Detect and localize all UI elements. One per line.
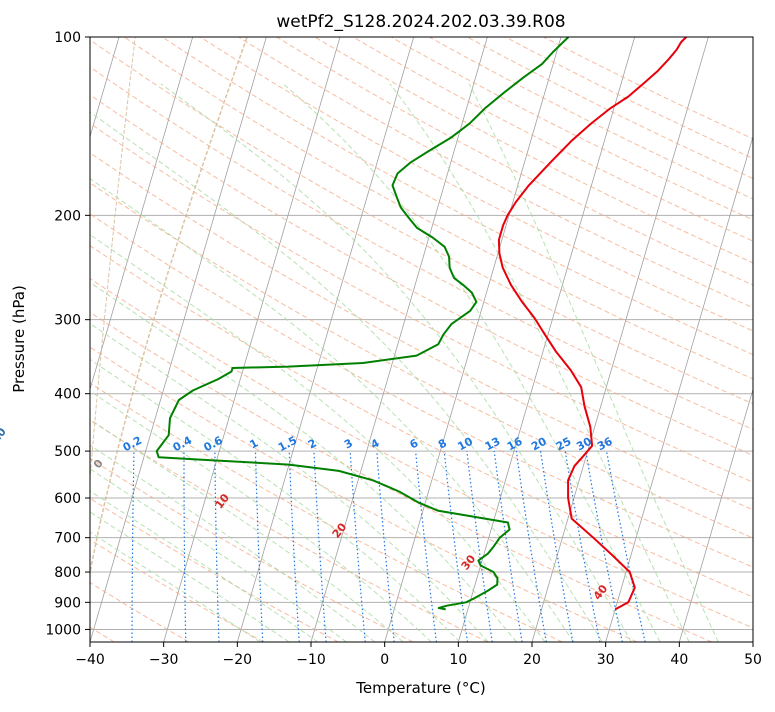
x-tick-label: 20 [523, 652, 541, 668]
y-axis-title: Pressure (hPa) [10, 285, 28, 393]
y-tick-label: 1000 [45, 622, 81, 638]
x-tick-label: 30 [597, 652, 615, 668]
y-tick-label: 400 [54, 387, 81, 403]
y-tick-label: 100 [54, 30, 81, 46]
y-tick-label: 200 [54, 208, 81, 224]
x-tick-label: −20 [223, 652, 253, 668]
x-tick-label: −40 [75, 652, 105, 668]
y-tick-label: 600 [54, 491, 81, 507]
y-tick-label: 300 [54, 313, 81, 329]
x-axis-title: Temperature (°C) [355, 679, 485, 697]
y-tick-label: 500 [54, 444, 81, 460]
y-tick-label: 700 [54, 531, 81, 547]
x-tick-label: 40 [670, 652, 688, 668]
chart-title: wetPf2_S128.2024.202.03.39.R08 [276, 12, 565, 32]
y-tick-label: 800 [54, 565, 81, 581]
y-tick-label: 900 [54, 595, 81, 611]
x-tick-label: −10 [296, 652, 326, 668]
x-tick-label: −30 [149, 652, 179, 668]
x-tick-label: 10 [449, 652, 467, 668]
x-tick-label: 50 [744, 652, 762, 668]
x-tick-label: 0 [380, 652, 389, 668]
